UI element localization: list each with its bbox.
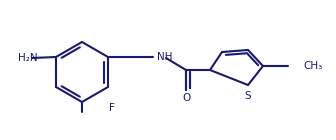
Text: F: F xyxy=(109,103,115,113)
Text: CH₃: CH₃ xyxy=(303,61,322,71)
Text: NH: NH xyxy=(157,52,172,62)
Text: S: S xyxy=(245,91,251,101)
Text: H₂N: H₂N xyxy=(18,53,38,63)
Text: O: O xyxy=(182,93,190,103)
